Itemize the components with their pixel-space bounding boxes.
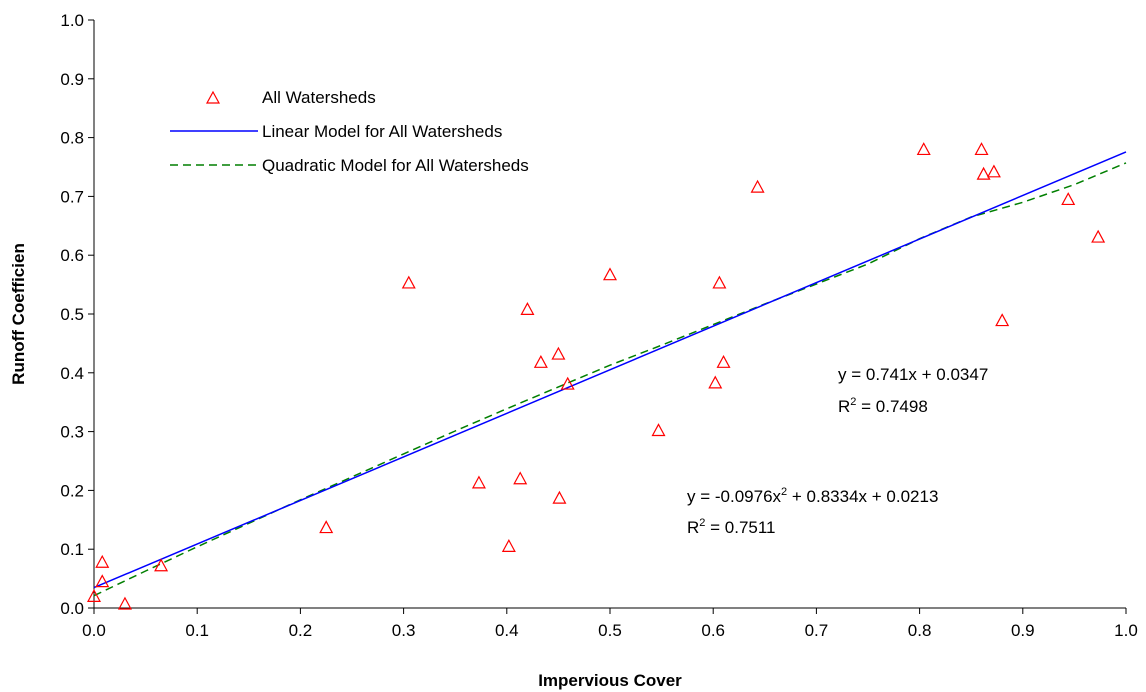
data-point	[501, 538, 516, 552]
legend-label-quadratic-model: Quadratic Model for All Watersheds	[262, 156, 529, 175]
y-tick-label: 0.8	[60, 129, 84, 148]
data-point	[708, 375, 723, 389]
linear-r2-value: = 0.7498	[856, 397, 927, 416]
legend-label-linear-model: Linear Model for All Watersheds	[262, 122, 502, 141]
x-tick-label: 0.3	[392, 621, 416, 640]
data-point	[95, 574, 110, 588]
data-point	[319, 520, 334, 534]
legend: All Watersheds Linear Model for All Wate…	[170, 88, 529, 175]
legend-triangle-marker	[205, 90, 221, 104]
y-axis-ticks: 0.0 0.1 0.2 0.3 0.4 0.5 0.6 0.7 0.8 0.9 1.0	[60, 11, 94, 618]
linear-equation: y = 0.741x + 0.0347	[838, 365, 988, 384]
quad-eq-prefix: y = -0.0976x	[687, 487, 782, 506]
y-tick-label: 0.6	[60, 246, 84, 265]
data-point	[712, 275, 727, 289]
y-tick-label: 0.4	[60, 364, 84, 383]
linear-model-line	[93, 151, 1127, 589]
x-tick-label: 0.9	[1011, 621, 1035, 640]
y-tick-label: 0.7	[60, 187, 84, 206]
legend-label-all-watersheds: All Watersheds	[262, 88, 376, 107]
data-point	[520, 302, 535, 315]
quad-eq-suffix: + 0.8334x + 0.0213	[787, 487, 938, 506]
linear-model-layer	[93, 151, 1127, 589]
linear-r2-sup: 2	[850, 396, 856, 408]
quad-r2-value: = 0.7511	[705, 518, 775, 537]
y-tick-label: 0.2	[60, 481, 84, 500]
quad-r2-sup: 2	[699, 517, 705, 529]
data-point	[95, 554, 110, 568]
data-point	[533, 354, 548, 368]
data-point	[916, 142, 931, 156]
x-tick-label: 1.0	[1114, 621, 1138, 640]
x-tick-label: 0.6	[701, 621, 725, 640]
quadratic-fit-annotation: y = -0.0976x2 + 0.8334x + 0.0213 R2 = 0.…	[687, 486, 938, 537]
quad-eq-sup: 2	[781, 486, 787, 498]
y-tick-label: 0.0	[60, 599, 84, 618]
x-tick-label: 0.2	[289, 621, 313, 640]
y-tick-label: 0.5	[60, 305, 84, 324]
x-axis-title: Impervious Cover	[538, 671, 682, 690]
x-tick-label: 0.0	[82, 621, 106, 640]
data-point	[471, 475, 486, 489]
y-tick-label: 0.9	[60, 70, 84, 89]
data-point	[976, 166, 991, 180]
linear-fit-annotation: y = 0.741x + 0.0347 R2 = 0.7498	[838, 365, 988, 416]
x-axis-ticks: 0.0 0.1 0.2 0.3 0.4 0.5 0.6 0.7 0.8 0.9 1.0	[82, 608, 1138, 640]
linear-r2-prefix: R	[838, 397, 850, 416]
data-point	[551, 346, 566, 360]
data-point	[117, 596, 132, 610]
data-point	[651, 423, 666, 437]
x-tick-label: 0.5	[598, 621, 622, 640]
data-point	[974, 142, 989, 156]
data-point	[1061, 192, 1076, 206]
y-axis-title: Runoff Coefficien	[9, 243, 28, 385]
data-point	[602, 267, 618, 281]
y-tick-label: 1.0	[60, 11, 84, 30]
data-point	[154, 558, 169, 572]
x-tick-label: 0.7	[805, 621, 829, 640]
data-point	[552, 490, 567, 504]
data-point	[995, 313, 1010, 327]
data-point	[750, 179, 765, 193]
x-tick-label: 0.1	[185, 621, 209, 640]
data-point	[401, 275, 416, 289]
data-points-layer	[86, 142, 1106, 610]
data-point	[716, 354, 731, 368]
data-point	[560, 376, 575, 390]
linear-r2: R2 = 0.7498	[838, 396, 928, 416]
quadratic-r2: R2 = 0.7511	[687, 517, 776, 537]
x-tick-label: 0.4	[495, 621, 519, 640]
data-point	[1091, 229, 1106, 243]
data-point	[986, 164, 1001, 178]
x-tick-label: 0.8	[908, 621, 932, 640]
quadratic-equation: y = -0.0976x2 + 0.8334x + 0.0213	[687, 486, 938, 506]
y-tick-label: 0.3	[60, 423, 84, 442]
data-point	[86, 588, 102, 602]
quad-r2-prefix: R	[687, 518, 699, 537]
data-point	[513, 471, 528, 485]
y-tick-label: 0.1	[60, 540, 84, 559]
